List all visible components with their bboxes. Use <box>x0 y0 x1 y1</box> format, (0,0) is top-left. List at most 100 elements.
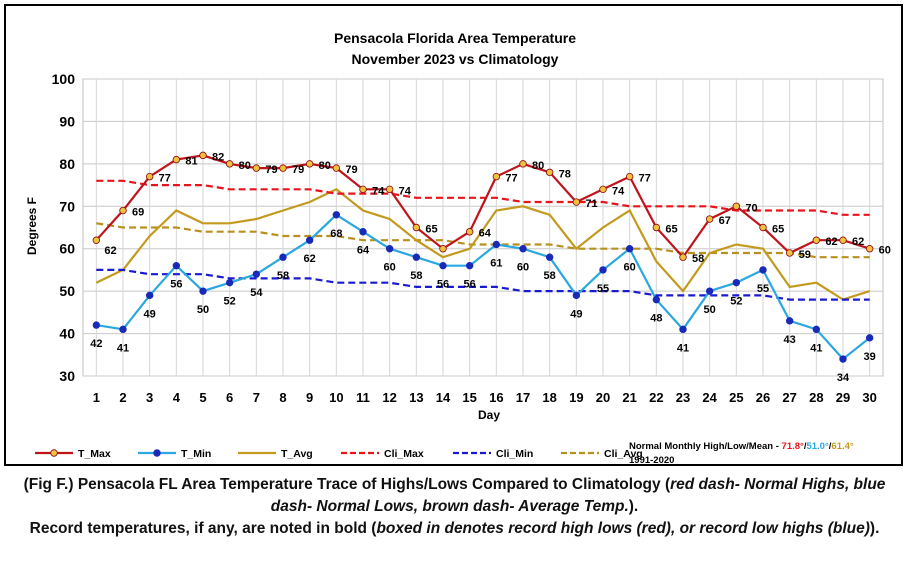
point-t-max <box>785 249 794 257</box>
y-tick-label: 30 <box>59 368 75 384</box>
x-tick-label: 10 <box>329 390 343 405</box>
caption-line-2-prefix: Record temperatures, if any, are noted i… <box>29 520 377 537</box>
point-t-max <box>92 236 101 244</box>
normals-sep-2: / <box>829 441 832 452</box>
tmax-data-label: 77 <box>159 173 171 185</box>
x-tick-label: 7 <box>253 390 260 405</box>
point-t-min <box>225 278 234 287</box>
tmin-data-label: 60 <box>624 262 636 274</box>
x-axis-label: Day <box>478 408 500 422</box>
point-t-max <box>625 172 634 181</box>
point-t-min <box>652 295 661 304</box>
tmax-data-label: 80 <box>532 160 544 172</box>
tmin-data-label: 56 <box>464 279 476 291</box>
x-tick-label: 27 <box>782 390 796 405</box>
series-line-t-max <box>95 154 871 259</box>
normals-prefix: Normal Monthly High/Low/Mean - <box>629 441 782 452</box>
tmin-data-label: 50 <box>197 304 209 316</box>
x-tick-label: 6 <box>226 390 233 405</box>
tmin-data-label: 48 <box>650 313 662 325</box>
tmax-data-label: 74 <box>372 185 385 197</box>
point-t-min <box>332 211 341 219</box>
point-t-min <box>625 245 634 253</box>
point-t-max <box>599 185 607 194</box>
point-t-min <box>705 287 714 295</box>
tmin-data-label: 58 <box>410 270 422 282</box>
tmax-data-label: 62 <box>825 236 837 248</box>
tmin-data-label: 64 <box>357 245 370 257</box>
legend: T_Max T_Min T_Avg Cli_Max Cli_Min Cli_Avg <box>35 448 643 460</box>
tmax-data-label: 78 <box>559 168 571 180</box>
point-t-min <box>759 266 767 274</box>
x-tick-label: 28 <box>809 390 823 405</box>
point-t-min <box>572 291 581 300</box>
point-t-max <box>279 164 287 172</box>
series-line-t-min <box>96 213 871 361</box>
tmax-data-label: 82 <box>212 151 224 163</box>
tmax-data-label: 79 <box>345 164 357 176</box>
x-tick-label: 3 <box>146 390 153 405</box>
tmax-data-label: 79 <box>265 164 277 176</box>
tmin-data-label: 54 <box>250 287 263 299</box>
point-t-max <box>492 172 501 181</box>
point-t-max <box>865 245 874 253</box>
point-t-max <box>412 223 421 232</box>
svg-text:Normal Monthly High/Low/Mean -: Normal Monthly High/Low/Mean - 71.8°/51.… <box>629 441 854 452</box>
x-tick-label: 9 <box>306 390 313 405</box>
point-t-min <box>519 245 527 253</box>
tmax-data-label: 65 <box>772 224 784 236</box>
tmin-data-label: 41 <box>677 342 689 354</box>
tmax-data-label: 62 <box>104 245 116 257</box>
x-tick-label: 21 <box>622 390 636 405</box>
chart-subtitle: November 2023 vs Climatology <box>352 51 559 67</box>
legend-label-cli-max: Cli_Max <box>384 448 424 460</box>
tmax-data-label: 64 <box>479 228 492 240</box>
x-tick-label: 17 <box>516 390 530 405</box>
point-t-max <box>705 215 714 223</box>
x-tick-label: 2 <box>119 390 126 405</box>
tmax-data-label: 80 <box>239 160 251 172</box>
caption-line-1: (Fig F.) Pensacola FL Area Temperature T… <box>20 474 889 518</box>
tmin-data-label: 42 <box>90 338 102 350</box>
point-t-max <box>465 228 474 236</box>
point-t-min <box>252 270 261 278</box>
series-layer <box>92 151 874 363</box>
point-t-min <box>119 325 127 334</box>
point-t-max <box>172 155 181 164</box>
x-tick-label: 11 <box>356 390 370 405</box>
point-t-min <box>492 240 501 249</box>
point-t-max <box>199 151 207 160</box>
data-labels: 62 69 77 81 82 80 79 79 80 79 74 74 65 64 77 80 78 71 74 77… <box>90 151 891 384</box>
y-tick-label: 70 <box>59 198 75 214</box>
legend-label-t-min: T_Min <box>181 448 211 460</box>
point-t-min <box>439 261 447 270</box>
caption-line-2: Record temperatures, if any, are noted i… <box>20 518 889 540</box>
series-line-t-avg <box>95 188 871 301</box>
point-t-max <box>145 172 154 181</box>
x-tick-label: 23 <box>676 390 690 405</box>
legend-label-cli-min: Cli_Min <box>496 448 533 460</box>
x-tick-label: 20 <box>596 390 610 405</box>
tmax-data-label: 74 <box>612 185 625 197</box>
y-tick-label: 90 <box>59 113 75 129</box>
tmin-data-label: 55 <box>757 283 769 295</box>
tmin-data-label: 61 <box>490 257 502 269</box>
tmax-data-label: 70 <box>745 202 757 214</box>
y-tick-label: 80 <box>59 156 75 172</box>
x-tick-label: 13 <box>409 390 423 405</box>
normals-sep-1: / <box>804 441 807 452</box>
point-t-max <box>359 185 367 194</box>
tmin-data-label: 58 <box>544 270 556 282</box>
point-t-min <box>679 325 687 334</box>
point-t-max <box>252 164 261 172</box>
tmax-data-label: 69 <box>132 207 144 219</box>
point-t-max <box>732 202 741 210</box>
tmin-data-label: 49 <box>144 308 156 320</box>
point-t-max <box>679 253 687 261</box>
y-tick-label: 40 <box>59 326 75 342</box>
x-tick-label: 30 <box>862 390 876 405</box>
point-t-min <box>279 253 287 261</box>
series-line-cli-max <box>96 179 870 216</box>
point-t-min <box>545 253 554 261</box>
